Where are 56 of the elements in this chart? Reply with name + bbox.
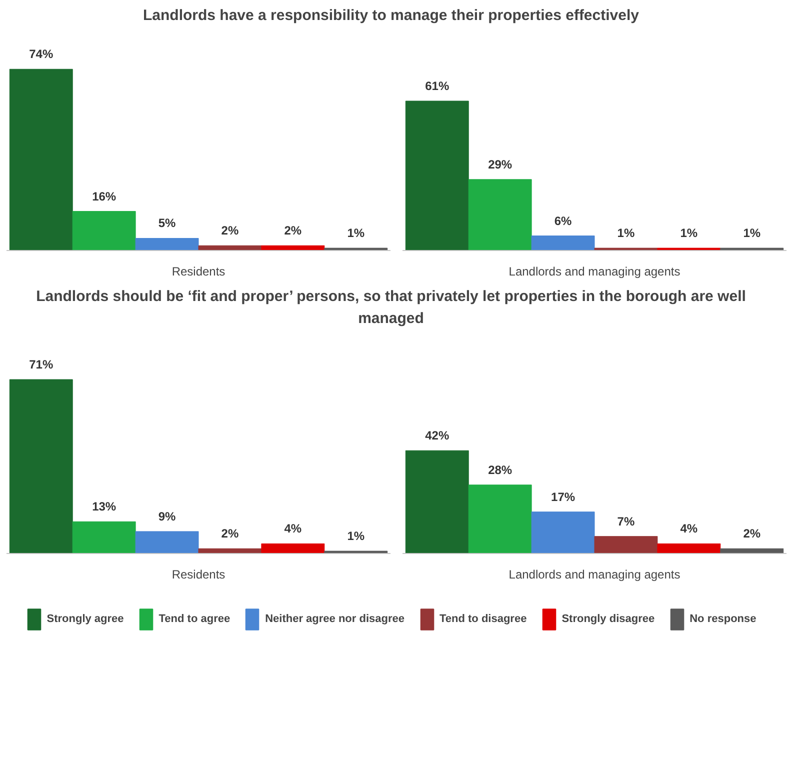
data-label: 61% [425,79,450,94]
bar [135,531,199,554]
data-label: 42% [425,428,450,443]
x-axis-title: Residents [172,264,226,279]
bar [324,248,388,251]
bar [324,551,388,554]
bar [135,238,199,251]
data-label: 9% [158,510,176,524]
data-label: 4% [680,522,698,536]
data-label: 1% [347,529,365,544]
bar [405,450,469,554]
chart-title: Landlords should be ‘fit and proper’ persons, so that privately let properties in the borough are well managed [35,287,747,329]
bar [72,522,136,554]
bar [468,484,532,554]
data-label: 71% [29,358,54,372]
legend-label: Tend to disagree [439,613,527,626]
data-label: 6% [554,214,572,228]
bar [405,101,469,251]
bar [468,180,532,251]
x-axis-title: Landlords and managing agents [508,264,680,279]
data-label: 1% [617,226,635,240]
legend-label: Tend to agree [158,613,230,626]
data-label: 1% [680,226,698,240]
bar [594,536,658,554]
chart-title: Landlords have a responsibility to manage their properties effectively [143,6,639,26]
bar [720,248,784,251]
legend-label: Strongly agree [46,613,124,626]
legend-label: Strongly disagree [562,613,655,626]
data-label: 2% [284,224,302,238]
bar [9,380,73,554]
data-label: 2% [221,526,239,541]
data-label: 2% [743,526,761,541]
data-label: 29% [488,158,512,172]
legend-label: Neither agree nor disagree [265,613,404,626]
bar [531,236,595,251]
bar [9,69,73,251]
bar [72,211,136,251]
data-label: 16% [92,190,116,204]
data-label: 28% [488,463,512,478]
data-label: 1% [347,226,365,240]
bar [594,248,658,251]
x-axis-title: Residents [172,568,226,582]
x-axis-title: Landlords and managing agents [508,568,680,582]
data-label: 1% [743,226,761,240]
data-label: 4% [284,522,302,536]
data-label: 5% [158,216,176,231]
bar [531,512,595,554]
bar [657,544,721,554]
bar [657,248,721,251]
legend-label: No response [690,613,756,626]
data-label: 17% [551,490,576,504]
data-label: 2% [221,224,239,238]
data-label: 13% [92,500,116,514]
bar [261,544,325,554]
data-label: 74% [29,48,54,62]
data-label: 7% [617,514,635,529]
